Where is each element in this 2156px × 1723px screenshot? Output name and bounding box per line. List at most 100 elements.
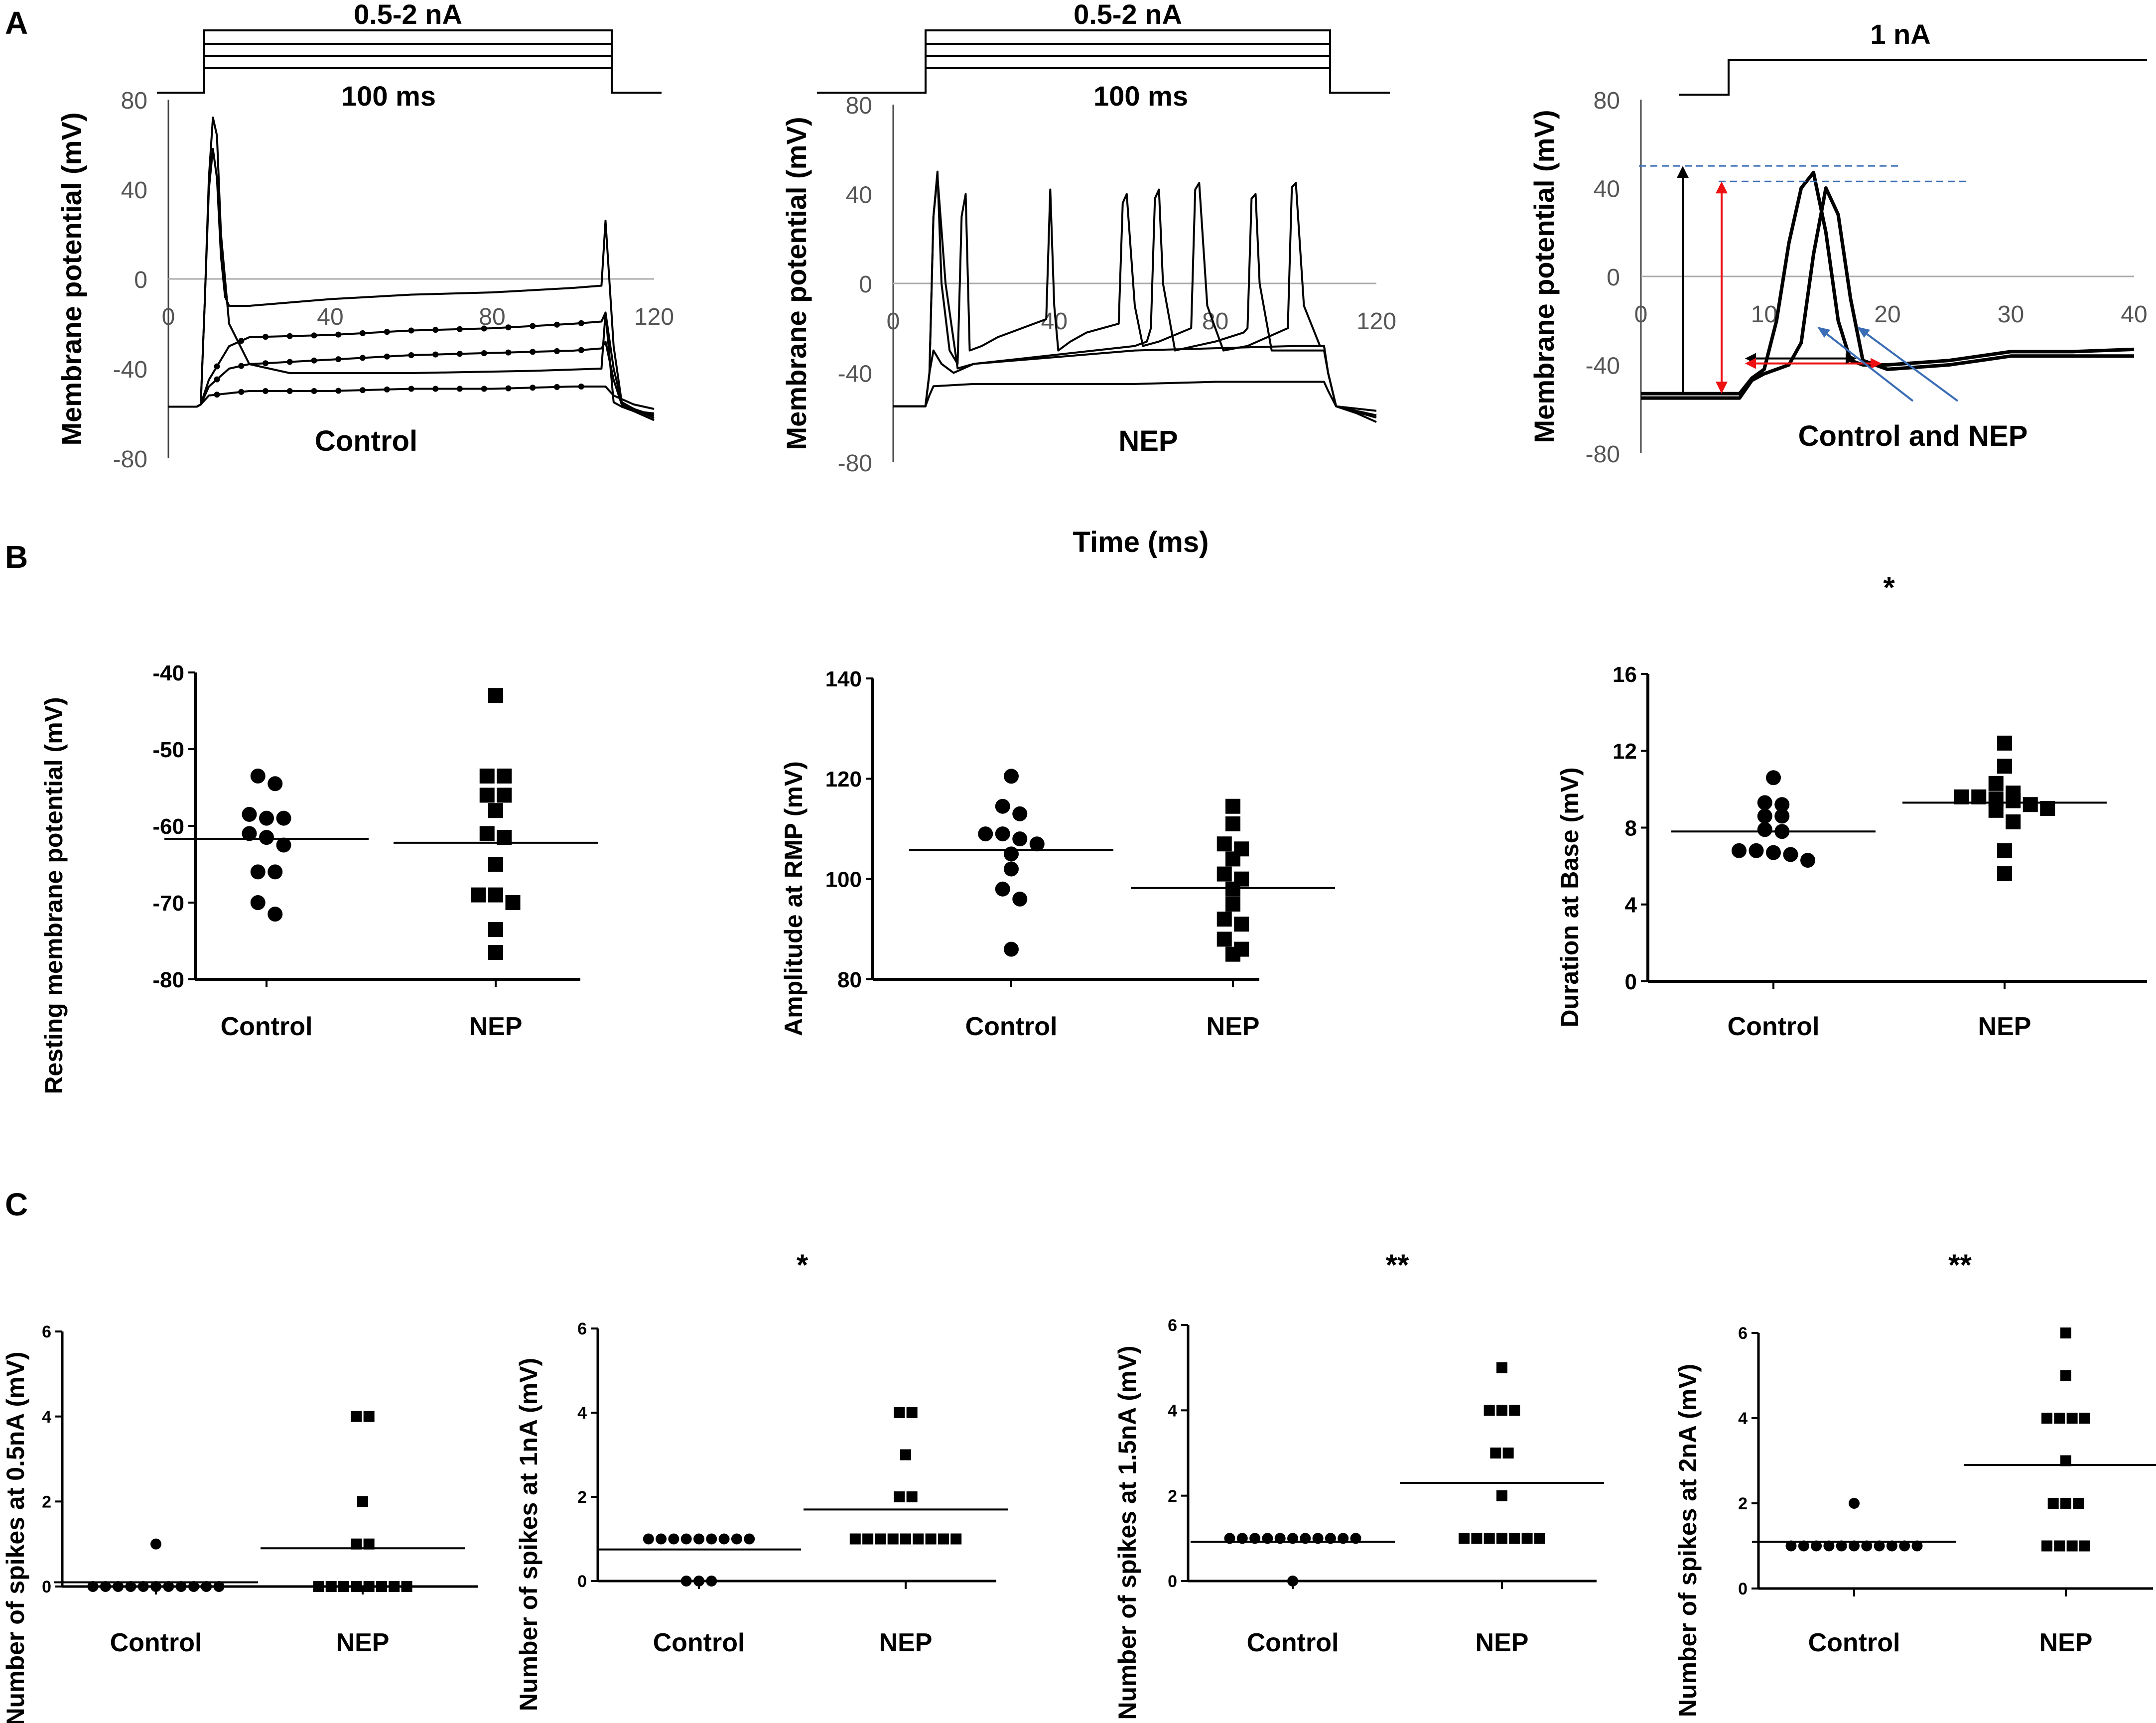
y-tick-label: 80 [837,968,862,992]
data-point-control [188,1581,199,1592]
category-label: NEP [469,1012,523,1041]
data-point-nep [1225,851,1240,867]
data-point-control [1811,1540,1822,1552]
data-point-control [259,830,274,845]
trace-panel-title: NEP [1118,425,1178,457]
data-point-nep [2054,1413,2065,1424]
data-point-nep [1997,843,2012,858]
data-point-control [1800,853,1815,868]
y-tick-label: 16 [1613,663,1637,687]
data-point-nep [849,1533,861,1545]
panel-label-a: A [5,5,28,41]
trace-marker [432,327,439,333]
trace-marker [432,386,439,392]
trace-marker [238,363,245,369]
voltage-trace [893,345,1377,416]
trace-marker [384,353,390,360]
arrowhead [1817,327,1830,338]
trace-marker [505,349,512,356]
arrowhead [1716,382,1728,394]
data-point-control [1004,941,1019,957]
data-point-control [1287,1576,1298,1587]
y-tick-label: -40 [838,361,872,388]
y-tick-label: 0 [134,267,147,293]
y-tick-label: 0 [577,1572,587,1591]
data-point-nep [906,1407,918,1418]
data-point-nep [497,788,512,803]
y-axis-label: Membrane potential (mV) [1528,110,1560,443]
y-tick-label: 4 [1625,893,1637,918]
data-point-control [1766,845,1781,860]
data-point-nep [2060,1370,2071,1381]
y-tick-label: 80 [1594,88,1620,114]
arrowhead [1857,327,1870,338]
data-point-nep [875,1533,886,1545]
stimulus-duration-label: 100 ms [1093,80,1188,112]
data-point-nep [950,1533,962,1545]
trace-marker [408,327,414,334]
trace-marker [335,331,342,338]
y-tick-label: -50 [152,738,184,762]
y-tick-label: 6 [1168,1316,1177,1335]
data-point-control [706,1533,717,1545]
data-point-nep [376,1581,387,1592]
category-label: Control [110,1628,202,1657]
trace-marker [530,385,536,391]
trace-marker [263,388,269,394]
data-point-control [1849,1540,1860,1552]
data-point-control [706,1576,717,1587]
data-point-nep [488,887,503,903]
data-point-nep [1459,1533,1470,1544]
stimulus-step [817,29,1390,94]
data-point-nep [2073,1498,2084,1509]
data-point-control [242,826,257,841]
data-point-nep [357,1496,368,1507]
trace-marker [530,349,536,355]
trace-marker [578,384,584,390]
data-point-nep [894,1491,905,1502]
y-tick-label: -70 [152,891,184,916]
data-point-nep [1471,1533,1482,1544]
data-point-control [1004,861,1019,877]
data-point-nep [497,768,512,784]
y-tick-label: 120 [825,767,862,792]
y-axis-label: Number of spikes at 2nA (mV) [1674,1364,1702,1717]
data-point-nep [900,1449,911,1460]
voltage-trace [1641,186,2134,400]
data-point-nep [471,887,486,903]
y-tick-label: -60 [152,814,184,839]
panel-b3: 16 12 8 4 0 Control NEP Duration at Base (mV) * [1556,571,2147,1041]
trace-marker [457,326,463,332]
data-point-control [1774,797,1790,812]
stimulus-label: 1 nA [1870,18,1930,50]
trace-marker [578,347,584,353]
trace-marker [457,351,463,357]
data-point-nep [894,1407,905,1418]
trace-marker [360,330,366,336]
data-point-nep [1997,866,2012,882]
x-tick-label: 120 [1356,308,1396,335]
data-point-nep [1509,1533,1520,1544]
data-point-nep [488,945,503,960]
data-point-control [242,806,257,822]
y-axis-label: Number of spikes at 1nA (mV) [515,1358,542,1711]
stimulus-duration-label: 100 ms [341,80,436,112]
trace-marker [530,323,536,329]
significance-marker: * [797,1248,808,1282]
data-point-control [163,1581,174,1592]
data-point-control [668,1533,679,1545]
data-point-nep [1997,759,2012,774]
data-point-control [1861,1540,1873,1552]
data-point-control [250,864,266,880]
data-point-nep [1225,881,1240,897]
y-tick-label: -80 [1586,441,1620,468]
significance-marker: * [1883,571,1895,604]
trace-marker [286,333,293,339]
data-point-nep [351,1411,362,1422]
significance-marker: ** [1948,1248,1972,1282]
data-point-nep [1225,798,1240,814]
pointer-arrow [1822,330,1914,402]
category-label: Control [965,1012,1058,1041]
